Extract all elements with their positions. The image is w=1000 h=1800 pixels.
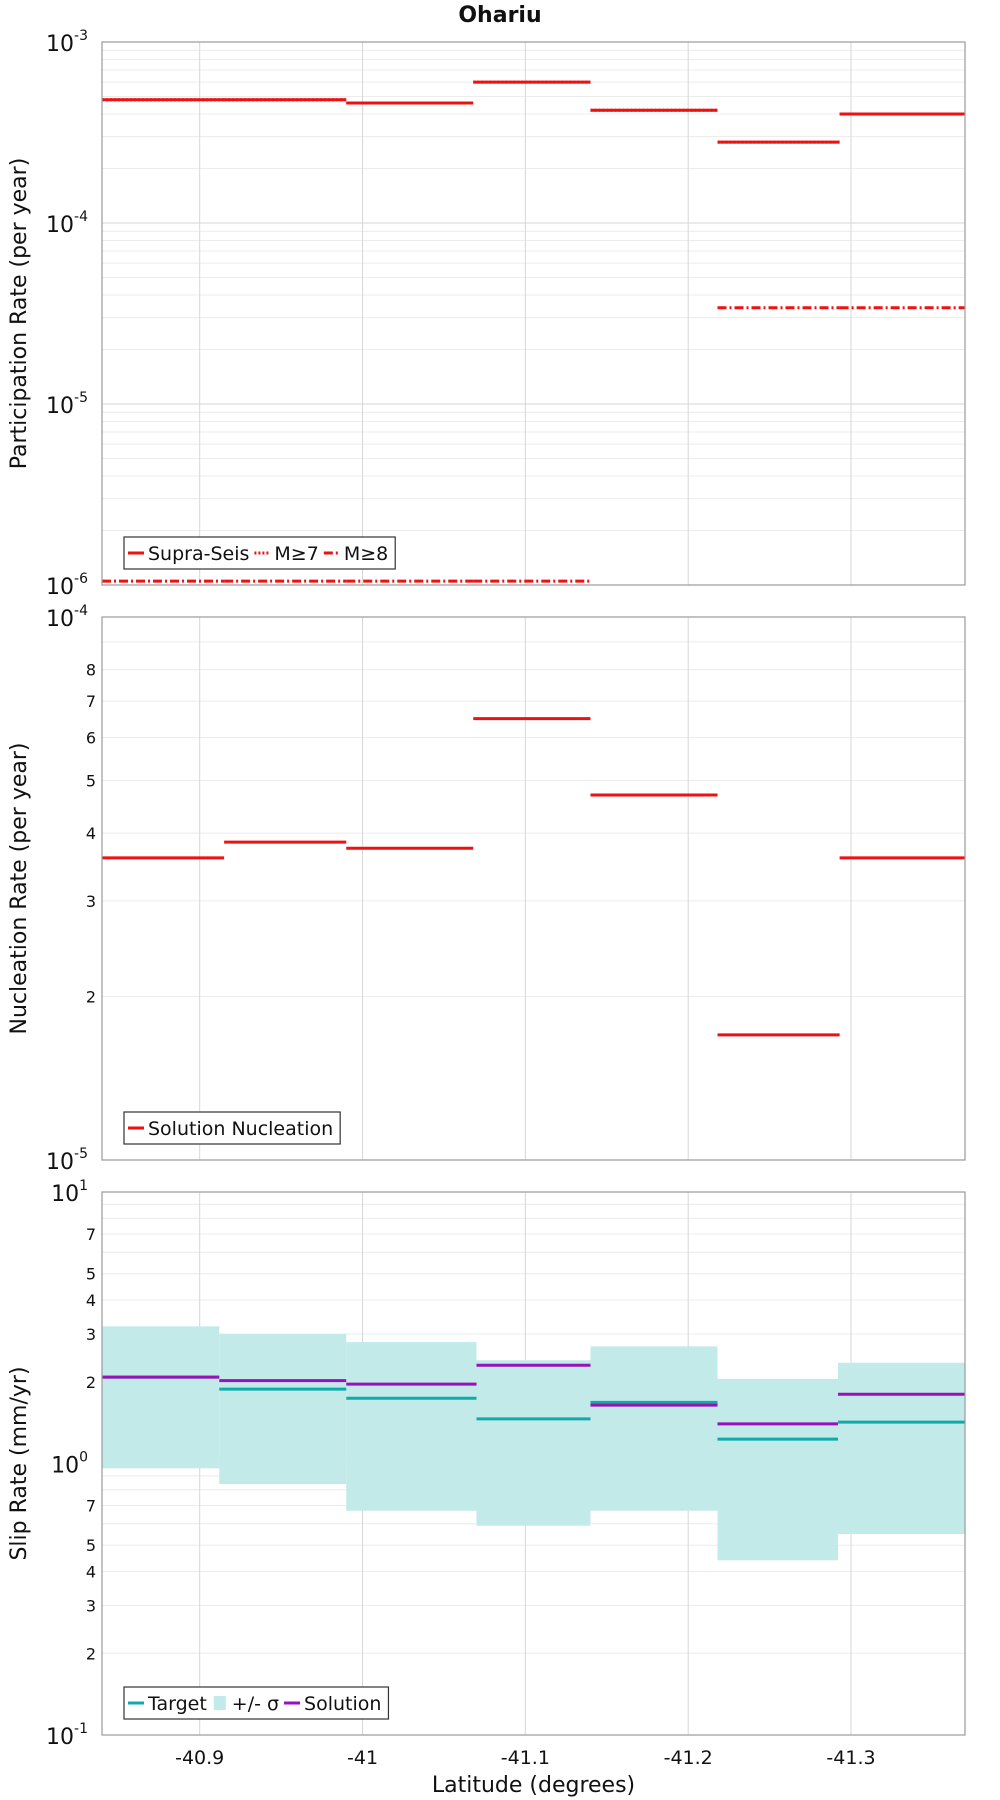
series-solution xyxy=(102,1363,965,1426)
legend-label: M≥7 xyxy=(274,543,318,565)
y-axis-label: Participation Rate (per year) xyxy=(7,158,32,470)
sigma-band-bin xyxy=(346,1342,477,1511)
legend: Supra-Seis M≥7 M≥8 xyxy=(123,536,396,570)
y-tick-label: 10-4 xyxy=(46,603,88,632)
y-tick-label: 10-3 xyxy=(46,28,88,57)
y-tick-label: 10-4 xyxy=(46,209,88,238)
legend-label: M≥8 xyxy=(344,543,388,565)
y-minor-tick-label: 8 xyxy=(86,661,96,680)
y-minor-tick-label: 4 xyxy=(86,1291,96,1310)
legend-label: Supra-Seis xyxy=(148,543,249,565)
x-tick-label: -40.9 xyxy=(175,1747,224,1769)
y-minor-tick-label: 5 xyxy=(86,1536,96,1555)
y-minor-tick-label: 2 xyxy=(86,988,96,1007)
x-axis-label: Latitude (degrees) xyxy=(432,1773,635,1798)
plot-frame xyxy=(101,1191,966,1736)
x-tick-label: -41.3 xyxy=(826,1747,875,1769)
y-minor-tick-label: 3 xyxy=(86,1596,96,1615)
x-tick-label: -41.1 xyxy=(501,1747,550,1769)
x-tick-label: -41.2 xyxy=(664,1747,713,1769)
series-m-ge-8 xyxy=(102,306,965,583)
plot-frame xyxy=(101,41,966,586)
legend-label: +/- σ xyxy=(232,1693,279,1715)
series-solution-nucleation xyxy=(102,717,965,1037)
y-axis-label: Slip Rate (mm/yr) xyxy=(7,1366,32,1560)
y-minor-tick-label: 7 xyxy=(86,1225,96,1244)
y-tick-label: 10-5 xyxy=(46,1146,88,1175)
y-tick-label: 100 xyxy=(51,1450,88,1479)
y-tick-label: 101 xyxy=(51,1178,88,1207)
y-minor-tick-label: 7 xyxy=(86,1497,96,1516)
sigma-band-bin xyxy=(837,1362,965,1534)
plot-frame xyxy=(101,616,966,1161)
legend: Target +/- σ Solution xyxy=(123,1686,390,1720)
y-tick-label: 10-1 xyxy=(46,1721,88,1750)
sigma-band xyxy=(102,1326,965,1561)
grid xyxy=(102,41,965,586)
y-minor-tick-label: 3 xyxy=(86,1325,96,1344)
y-minor-tick-label: 3 xyxy=(86,892,96,911)
legend-label: Target xyxy=(147,1693,207,1715)
y-minor-tick-label: 2 xyxy=(86,1644,96,1663)
series-m-ge-7 xyxy=(102,80,965,144)
y-minor-tick-label: 4 xyxy=(86,1563,96,1582)
y-minor-tick-label: 5 xyxy=(86,1265,96,1284)
participation-rate-panel: 10-6 10-5 10-4 10-3 Participation Rate (per … xyxy=(7,28,966,600)
sigma-band-bin xyxy=(717,1378,838,1561)
sigma-band-bin xyxy=(476,1360,591,1526)
legend-swatch xyxy=(213,1696,226,1710)
y-minor-tick-label: 7 xyxy=(86,692,96,711)
grid xyxy=(102,616,965,1161)
y-tick-label: 10-6 xyxy=(46,571,88,600)
sigma-band-bin xyxy=(102,1326,220,1469)
sigma-band-bin xyxy=(590,1346,718,1511)
series-supra-seis xyxy=(102,80,965,144)
y-minor-tick-label: 5 xyxy=(86,771,96,790)
nucleation-rate-panel: 10-5 10-4 2 3 4 5 6 7 8 Nucleation Rate (per year… xyxy=(7,603,966,1175)
sigma-band-bin xyxy=(219,1333,347,1485)
legend-label: Solution xyxy=(304,1693,381,1715)
y-minor-tick-label: 4 xyxy=(86,824,96,843)
slip-rate-panel: 10-1 100 101 2 3 4 5 7 2 3 4 5 7 Slip Rate (mm/yr) -40… xyxy=(7,1178,966,1798)
y-minor-tick-label: 2 xyxy=(86,1373,96,1392)
chart-title: Ohariu xyxy=(458,3,541,28)
y-tick-label: 10-5 xyxy=(46,390,88,419)
x-tick-label: -41 xyxy=(347,1747,378,1769)
legend-box xyxy=(123,1686,390,1720)
legend: Solution Nucleation xyxy=(123,1111,341,1145)
legend-box xyxy=(123,1111,341,1145)
legend-label: Solution Nucleation xyxy=(148,1118,333,1140)
y-axis-label: Nucleation Rate (per year) xyxy=(7,743,32,1035)
y-minor-tick-label: 6 xyxy=(86,728,96,747)
